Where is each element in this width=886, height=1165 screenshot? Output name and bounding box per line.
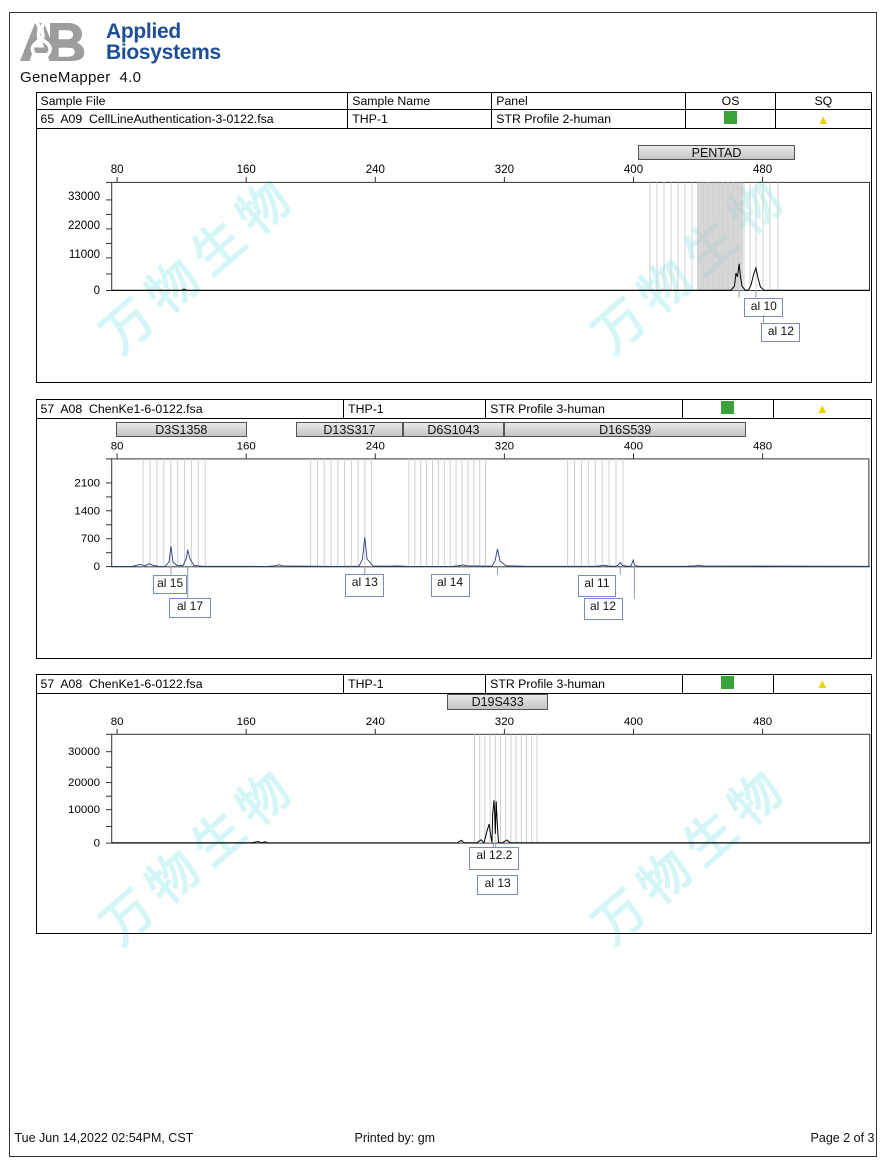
svg-text:20000: 20000 bbox=[68, 777, 100, 789]
svg-text:700: 700 bbox=[80, 533, 99, 545]
svg-text:160: 160 bbox=[236, 716, 255, 728]
svg-text:240: 240 bbox=[365, 164, 384, 176]
svg-text:240: 240 bbox=[365, 440, 384, 452]
svg-text:80: 80 bbox=[110, 164, 123, 176]
svg-text:480: 480 bbox=[753, 716, 772, 728]
svg-text:80: 80 bbox=[110, 716, 123, 728]
svg-text:480: 480 bbox=[753, 164, 772, 176]
svg-text:2100: 2100 bbox=[74, 477, 100, 489]
svg-text:10000: 10000 bbox=[68, 804, 100, 816]
svg-text:160: 160 bbox=[236, 440, 255, 452]
svg-text:240: 240 bbox=[365, 716, 384, 728]
svg-text:160: 160 bbox=[236, 164, 255, 176]
svg-text:480: 480 bbox=[753, 440, 772, 452]
svg-text:320: 320 bbox=[494, 716, 513, 728]
svg-text:400: 400 bbox=[623, 164, 642, 176]
svg-text:30000: 30000 bbox=[68, 746, 100, 758]
svg-text:0: 0 bbox=[93, 285, 99, 297]
svg-text:400: 400 bbox=[623, 440, 642, 452]
svg-text:0: 0 bbox=[93, 837, 99, 849]
svg-text:320: 320 bbox=[494, 164, 513, 176]
svg-text:80: 80 bbox=[110, 440, 123, 452]
svg-text:11000: 11000 bbox=[68, 249, 99, 261]
svg-text:22000: 22000 bbox=[68, 220, 100, 232]
svg-text:1400: 1400 bbox=[74, 505, 100, 517]
svg-text:400: 400 bbox=[623, 716, 642, 728]
svg-text:33000: 33000 bbox=[68, 191, 100, 203]
svg-text:320: 320 bbox=[494, 440, 513, 452]
svg-text:0: 0 bbox=[93, 561, 99, 573]
